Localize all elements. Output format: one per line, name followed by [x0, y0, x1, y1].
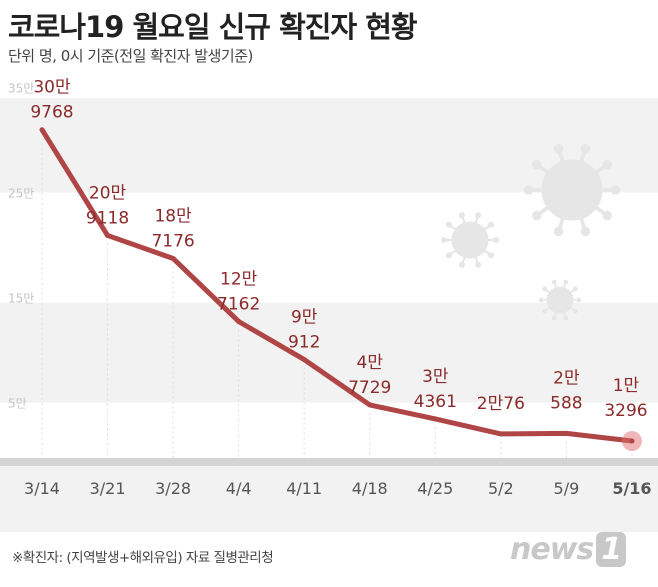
- x-tick-label: 5/2: [488, 479, 514, 498]
- data-point: [236, 318, 242, 324]
- data-point: [105, 232, 111, 238]
- data-label: 7176: [151, 231, 194, 251]
- data-label: 3만: [422, 367, 449, 387]
- subtitle: 단위 명, 0시 기준(전일 확진자 발생기준): [8, 47, 253, 65]
- data-label: 18만: [154, 206, 192, 226]
- x-tick-label: 4/25: [417, 479, 453, 498]
- data-point: [563, 430, 569, 436]
- x-tick-label: 4/11: [286, 479, 322, 498]
- axis-band: [0, 466, 658, 532]
- data-label: 7729: [348, 378, 391, 398]
- data-point: [629, 438, 635, 444]
- data-point: [170, 255, 176, 261]
- x-tick-label: 3/14: [24, 479, 60, 498]
- y-tick-label: 35만: [8, 82, 34, 96]
- data-label: 12만: [220, 269, 258, 289]
- virus-icon: [538, 279, 582, 321]
- data-label: 7162: [217, 294, 260, 314]
- data-label: 9만: [291, 308, 318, 328]
- footnote: ※확진자: (지역발생+해외유입) 자료 질병관리청: [12, 550, 274, 566]
- data-label: 2만: [553, 368, 580, 388]
- y-tick-label: 5만: [8, 397, 27, 411]
- data-point: [39, 127, 45, 133]
- data-label: 1만: [613, 376, 640, 396]
- series-line: [39, 128, 633, 444]
- x-tick-label: 4/4: [226, 479, 252, 498]
- data-label: 9768: [30, 103, 73, 123]
- data-point: [301, 357, 307, 363]
- data-label: 588: [550, 393, 582, 413]
- virus-icon: [440, 212, 500, 268]
- data-point: [432, 416, 438, 422]
- data-point: [498, 431, 504, 437]
- data-label: 20만: [89, 183, 127, 203]
- data-label: 4361: [414, 392, 457, 412]
- data-label: 9118: [86, 208, 129, 228]
- data-label: 912: [288, 333, 320, 353]
- data-point: [367, 402, 373, 408]
- data-label: 4만: [357, 353, 384, 373]
- y-tick-label: 25만: [8, 187, 34, 201]
- data-label: 2만76: [477, 394, 525, 414]
- x-tick-label: 4/18: [352, 479, 388, 498]
- data-label: 3296: [604, 401, 647, 421]
- x-tick-label: 3/28: [155, 479, 191, 498]
- data-label: 30만: [33, 78, 71, 98]
- news1-logo: news 1: [510, 532, 627, 567]
- x-tick-label: 5/16: [612, 479, 651, 498]
- x-axis-line: [0, 458, 658, 466]
- band: [0, 302, 658, 403]
- page-title: 코로나19 월요일 신규 확진자 현황: [8, 10, 418, 44]
- x-tick-label: 5/9: [554, 479, 580, 498]
- x-tick-label: 3/21: [90, 479, 126, 498]
- y-tick-label: 15만: [8, 292, 34, 306]
- virus-icon: [523, 143, 621, 237]
